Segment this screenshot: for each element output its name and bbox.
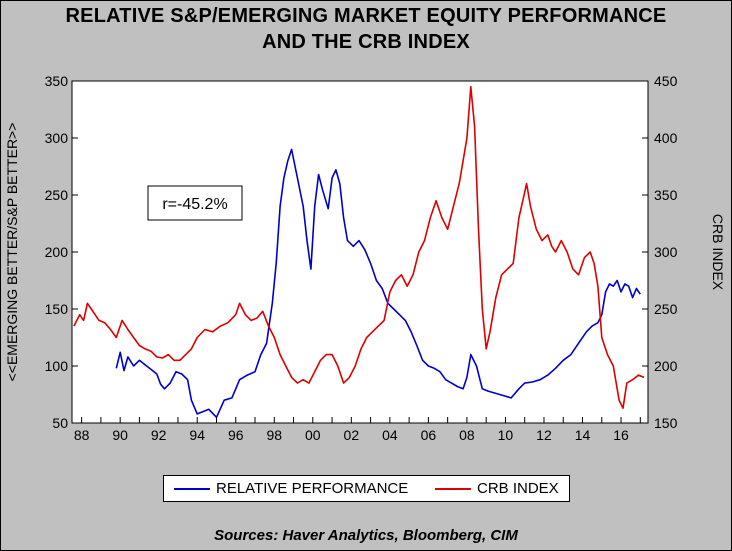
right-axis-tick-label: 350 (654, 187, 678, 203)
x-axis-tick-label: 88 (74, 427, 90, 443)
left-axis-tick-label: 100 (45, 358, 69, 374)
legend-swatch-relative-performance (174, 487, 210, 490)
series-layer (73, 85, 645, 419)
series-line-crb-index (73, 85, 645, 410)
x-axis-tick-label: 96 (228, 427, 244, 443)
x-axis-tick-label: 98 (266, 427, 282, 443)
right-axis-tick-label: 150 (654, 415, 678, 431)
right-axis-tick-label: 300 (654, 244, 678, 260)
source-note: Sources: Haver Analytics, Bloomberg, CIM (214, 527, 518, 544)
series-line-relative-performance (115, 148, 641, 419)
right-axis-tick-label: 450 (654, 73, 678, 89)
x-axis-tick-label: 00 (305, 427, 321, 443)
right-axis: 150 200 250 300 350 400 450 (642, 73, 678, 431)
x-axis-tick-label: 92 (151, 427, 167, 443)
right-axis-tick-label: 400 (654, 130, 678, 146)
x-axis-tick-label: 90 (112, 427, 128, 443)
left-axis-label: <<EMERGING BETTER/S&P BETTER>> (4, 123, 20, 382)
legend-item-crb-index: CRB INDEX (435, 476, 559, 501)
legend: RELATIVE PERFORMANCE CRB INDEX (163, 475, 570, 502)
right-axis-label: CRB INDEX (710, 214, 726, 291)
x-axis-tick-label: 02 (344, 427, 360, 443)
left-axis-tick-label: 200 (45, 244, 69, 260)
left-axis-tick-label: 50 (52, 415, 68, 431)
left-axis-tick-label: 250 (45, 187, 69, 203)
right-axis-tick-label: 200 (654, 358, 678, 374)
chart-title-line-1: RELATIVE S&P/EMERGING MARKET EQUITY PERF… (65, 5, 667, 27)
x-axis: 88 90 92 94 96 98 00 02 04 06 08 10 12 14 16 (74, 417, 641, 443)
x-axis-tick-label: 04 (382, 427, 398, 443)
x-axis-tick-label: 10 (498, 427, 514, 443)
x-axis-tick-label: 94 (189, 427, 205, 443)
x-axis-tick-label: 12 (536, 427, 552, 443)
left-axis-tick-label: 300 (45, 130, 69, 146)
x-axis-tick-label: 08 (459, 427, 475, 443)
left-axis-tick-label: 350 (45, 73, 69, 89)
chart-title-line-2: AND THE CRB INDEX (262, 31, 470, 53)
x-axis-tick-label: 06 (421, 427, 437, 443)
x-axis-tick-label: 16 (613, 427, 629, 443)
annotation-text: r=-45.2% (162, 196, 227, 213)
x-axis-tick-label: 14 (575, 427, 591, 443)
annotation-box (147, 185, 243, 221)
left-axis: 50 100 150 200 250 300 350 (45, 73, 78, 431)
legend-label-relative-performance: RELATIVE PERFORMANCE (216, 480, 409, 497)
plot-area (71, 80, 649, 424)
left-axis-tick-label: 150 (45, 301, 69, 317)
legend-swatch-crb-index (435, 487, 471, 490)
right-axis-tick-label: 250 (654, 301, 678, 317)
legend-label-crb-index: CRB INDEX (477, 480, 559, 497)
legend-item-relative-performance: RELATIVE PERFORMANCE (174, 476, 408, 501)
